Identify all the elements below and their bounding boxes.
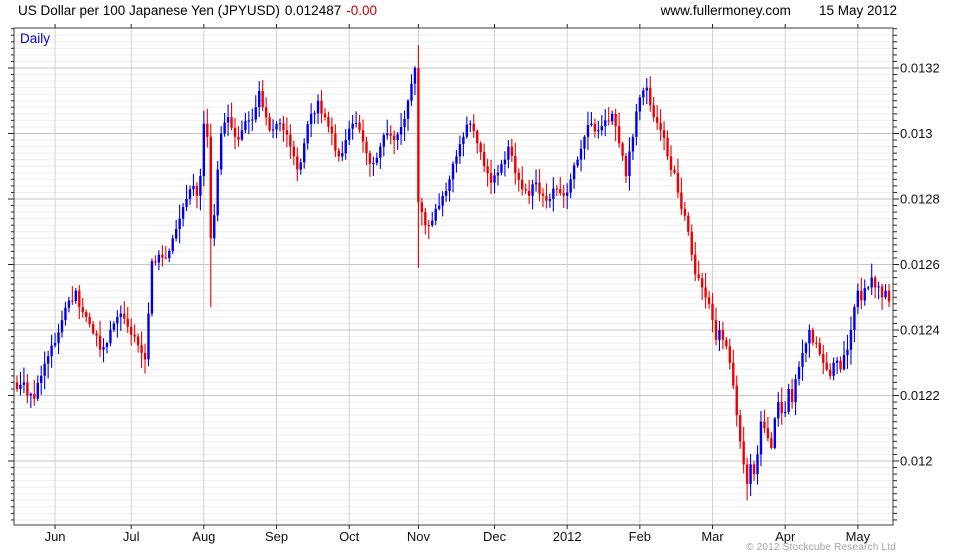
svg-text:0.013: 0.013 <box>900 126 933 141</box>
last-price: 0.012487 <box>284 3 342 18</box>
svg-text:Sep: Sep <box>265 529 288 544</box>
svg-text:0.0128: 0.0128 <box>900 192 940 207</box>
frequency-label: Daily <box>20 31 51 46</box>
plot-frame <box>13 27 894 526</box>
price-change: -0.00 <box>346 3 377 18</box>
svg-text:2012: 2012 <box>553 529 582 544</box>
candles <box>15 45 891 501</box>
header-right: www.fullermoney.com 15 May 2012 <box>661 3 897 18</box>
svg-text:0.0122: 0.0122 <box>900 388 940 403</box>
svg-text:0.012: 0.012 <box>900 454 933 469</box>
svg-text:0.0126: 0.0126 <box>900 257 940 272</box>
svg-text:Nov: Nov <box>407 529 431 544</box>
x-axis-labels: Jun Jul Aug Sep Oct Nov Dec 2012 Feb Mar Apr May <box>45 529 871 544</box>
svg-text:Jun: Jun <box>45 529 66 544</box>
axis-ticks <box>8 24 899 529</box>
website-link[interactable]: www.fullermoney.com <box>660 3 791 18</box>
copyright-notice: © 2012 Stockcube Research Ltd <box>746 542 896 553</box>
page-title: US Dollar per 100 Japanese Yen (JPYUSD) 0… <box>18 3 377 18</box>
chart-header: US Dollar per 100 Japanese Yen (JPYUSD) 0… <box>0 0 980 22</box>
y-axis-labels: 0.0132 0.013 0.0128 0.0126 0.0124 0.0122 0.012 <box>900 61 940 469</box>
svg-text:0.0124: 0.0124 <box>900 323 940 338</box>
svg-text:Dec: Dec <box>483 529 507 544</box>
svg-text:Feb: Feb <box>629 529 651 544</box>
svg-text:0.0132: 0.0132 <box>900 61 940 76</box>
svg-text:May: May <box>846 529 871 544</box>
instrument-name: US Dollar per 100 Japanese Yen (JPYUSD) <box>18 3 280 18</box>
svg-text:Apr: Apr <box>775 529 796 544</box>
date-label: 15 May 2012 <box>818 3 897 18</box>
svg-text:Oct: Oct <box>339 529 360 544</box>
svg-text:Jul: Jul <box>123 529 140 544</box>
month-gridlines <box>54 28 859 525</box>
major-gridlines <box>14 67 893 462</box>
svg-text:Aug: Aug <box>192 529 215 544</box>
svg-text:Mar: Mar <box>701 529 724 544</box>
